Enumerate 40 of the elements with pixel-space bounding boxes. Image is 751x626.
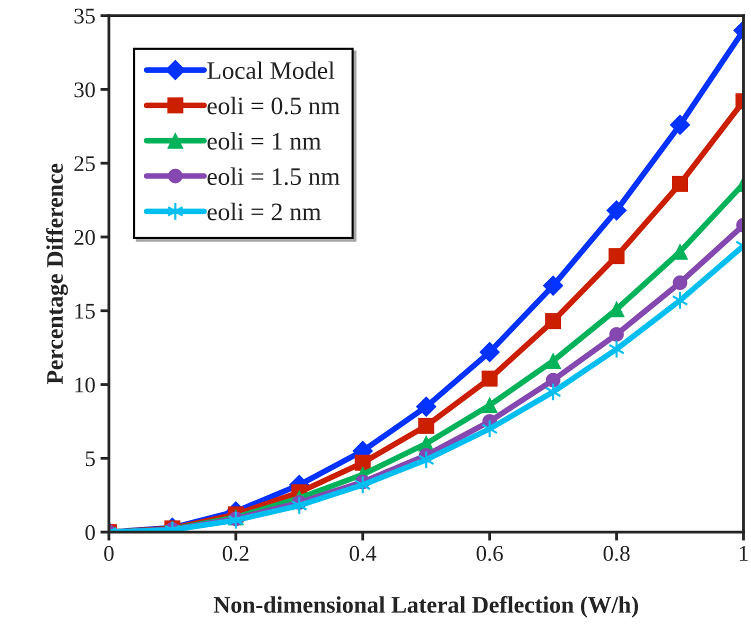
point	[416, 396, 436, 417]
y-tick-label: 5	[86, 451, 95, 466]
point	[291, 496, 308, 515]
x-axis-title: Non-dimensional Lateral Deflection (W/h)	[214, 596, 638, 618]
legend-label: eoli = 1 nm	[208, 132, 321, 150]
point	[545, 313, 562, 330]
point	[418, 418, 434, 434]
point	[354, 454, 371, 471]
x-tick-label: 1	[740, 546, 748, 561]
point	[546, 372, 560, 388]
y-tick-label: 30	[74, 82, 95, 98]
y-axis-title: Percentage Difference	[46, 164, 68, 384]
point	[672, 176, 688, 192]
y-tick-label: 15	[75, 304, 95, 319]
point	[482, 370, 498, 387]
y-tick-label: 25	[74, 156, 95, 172]
y-tick-label: 35	[74, 8, 95, 24]
point	[479, 342, 500, 362]
legend-label: eoli = 1.5 nm	[208, 167, 340, 186]
y-tick-label: 20	[74, 230, 95, 245]
legend-label: Local Model	[207, 61, 335, 80]
legend-label: eoli = 0.5 nm	[208, 96, 340, 114]
point	[608, 248, 625, 264]
point	[545, 352, 562, 369]
x-tick-label: 0.2	[222, 546, 248, 562]
y-tick-label: 0	[85, 525, 95, 540]
point	[228, 510, 244, 530]
y-tick-label: 10	[75, 377, 95, 392]
point	[672, 275, 688, 290]
x-tick-label: 0.8	[604, 546, 630, 562]
point	[542, 276, 564, 296]
point	[606, 200, 627, 221]
point	[482, 397, 498, 414]
point	[354, 476, 371, 494]
x-tick-label: 0.4	[350, 546, 376, 562]
point	[609, 327, 624, 342]
x-tick-label: 0	[104, 546, 114, 561]
x-tick-label: 0.6	[476, 546, 503, 562]
legend-label: eoli = 2 nm	[208, 202, 321, 220]
point	[670, 114, 690, 136]
